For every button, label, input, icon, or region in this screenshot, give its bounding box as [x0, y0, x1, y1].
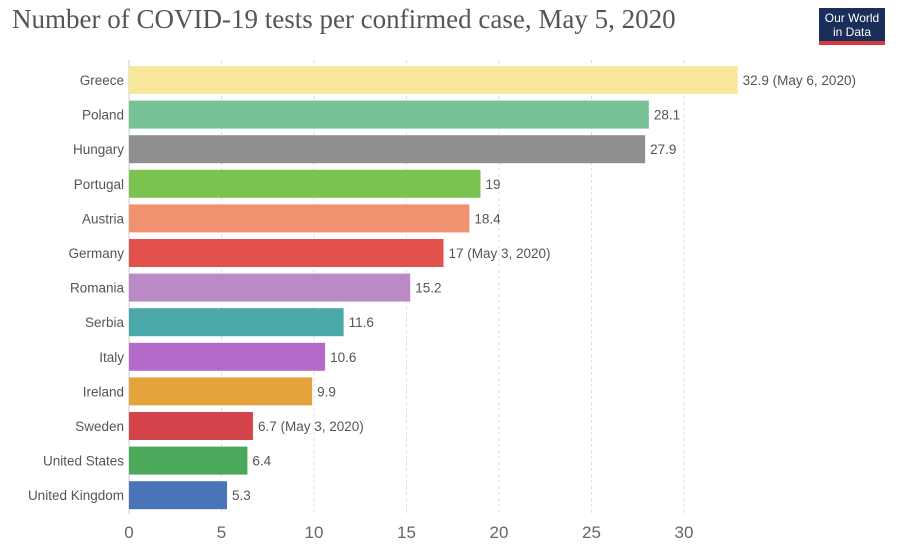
data-label: 32.9 (May 6, 2020) — [743, 73, 856, 88]
category-label: Austria — [82, 211, 125, 226]
x-tick-label: 0 — [124, 523, 133, 542]
bar — [129, 342, 326, 371]
category-label: Romania — [70, 281, 125, 296]
bar — [129, 377, 313, 406]
x-tick-label: 25 — [582, 523, 601, 542]
x-tick-label: 20 — [490, 523, 509, 542]
bar — [129, 204, 470, 233]
x-tick-label: 30 — [675, 523, 694, 542]
bar — [129, 169, 481, 198]
data-label: 6.4 — [252, 454, 271, 469]
bar — [129, 308, 344, 337]
bar — [129, 273, 411, 302]
logo-line1: Our World — [824, 11, 880, 25]
category-label: Sweden — [75, 419, 124, 434]
bar — [129, 66, 738, 94]
bar — [129, 135, 646, 164]
category-label: United States — [43, 454, 124, 469]
bar — [129, 239, 444, 267]
data-label: 6.7 (May 3, 2020) — [258, 419, 364, 434]
x-tick-label: 10 — [305, 523, 324, 542]
category-label: Portugal — [74, 177, 124, 192]
data-label: 27.9 — [650, 142, 676, 157]
category-label: Italy — [99, 350, 124, 365]
category-label: United Kingdom — [28, 488, 124, 503]
data-label: 28.1 — [654, 108, 680, 123]
data-label: 5.3 — [232, 488, 251, 503]
logo-line2: in Data — [832, 25, 872, 39]
category-label: Greece — [80, 73, 124, 88]
category-label: Hungary — [73, 142, 124, 157]
data-label: 17 (May 3, 2020) — [449, 246, 551, 261]
bar — [129, 481, 228, 510]
data-label: 9.9 — [317, 384, 336, 399]
x-tick-label: 15 — [397, 523, 416, 542]
category-label: Germany — [68, 246, 124, 261]
x-tick-label: 5 — [217, 523, 226, 542]
data-label: 15.2 — [415, 281, 441, 296]
bar — [129, 446, 248, 475]
data-label: 19 — [486, 177, 501, 192]
data-label: 18.4 — [474, 211, 501, 226]
bar — [129, 412, 253, 440]
bar — [129, 100, 649, 129]
owid-logo[interactable]: Our World in Data — [819, 8, 885, 45]
category-label: Serbia — [85, 315, 125, 330]
chart-title: Number of COVID-19 tests per confirmed c… — [12, 4, 676, 34]
data-label: 10.6 — [330, 350, 356, 365]
data-label: 11.6 — [349, 315, 374, 330]
category-label: Ireland — [83, 384, 124, 399]
category-label: Poland — [82, 108, 124, 123]
